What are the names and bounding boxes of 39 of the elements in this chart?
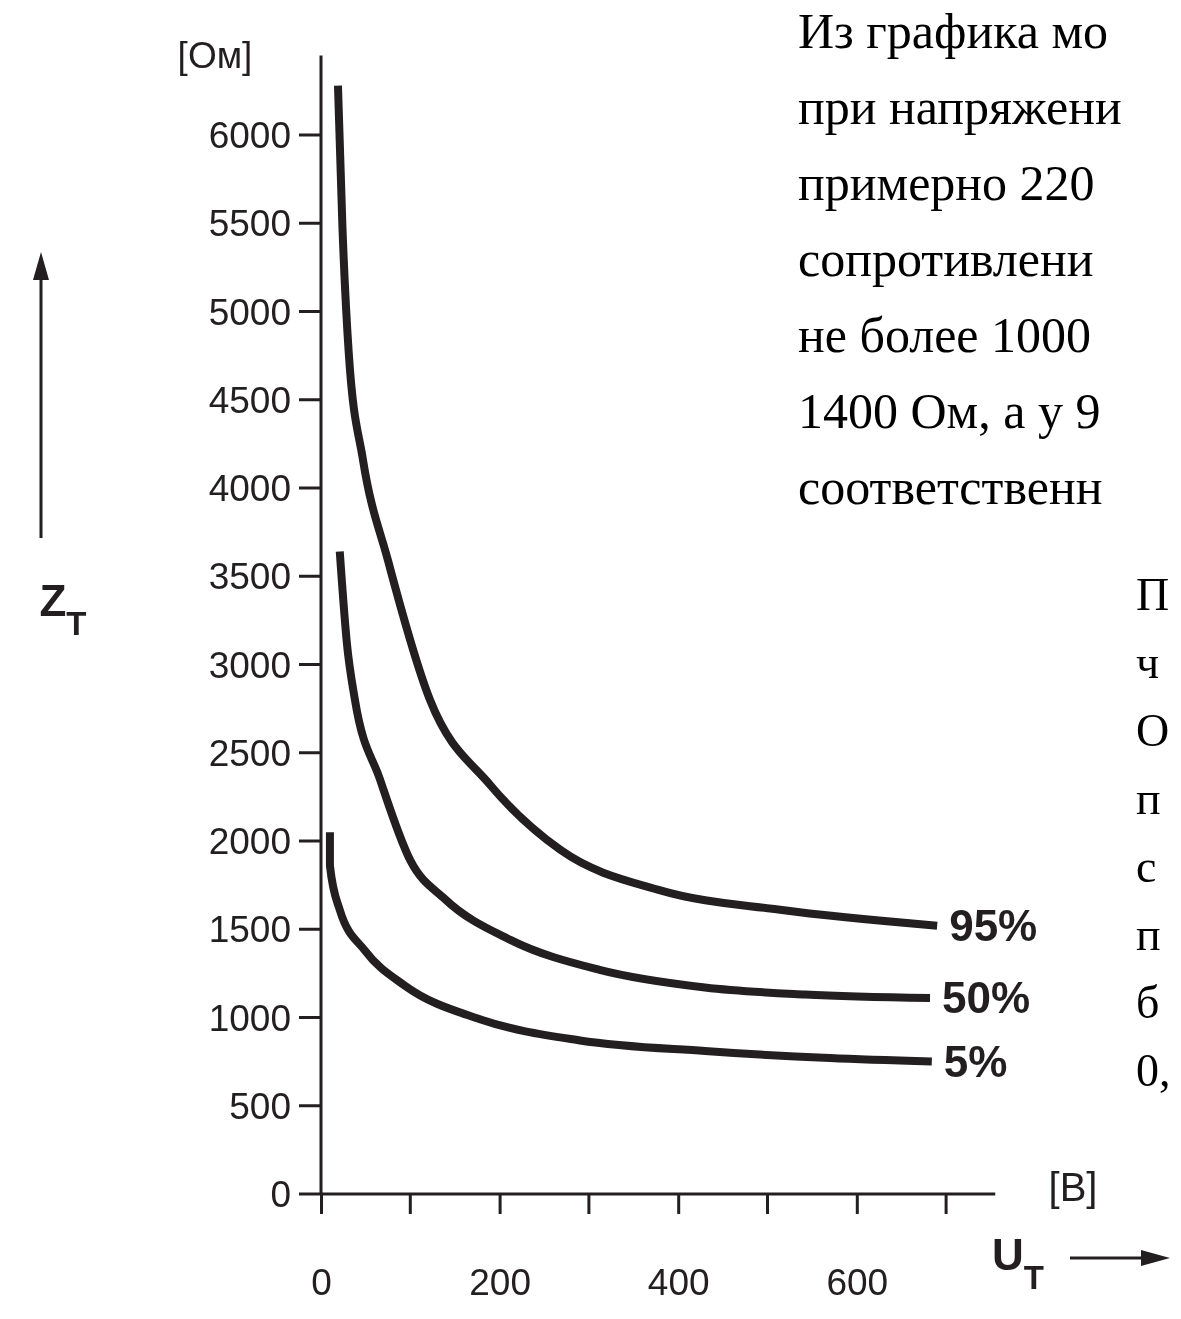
series-label: 5% <box>943 1036 1008 1086</box>
text: п <box>1136 909 1161 960</box>
y-tick-label: 1500 <box>208 909 291 951</box>
series-label: 50% <box>942 973 1031 1023</box>
text: п <box>1136 773 1161 824</box>
y-tick-label: 500 <box>229 1085 291 1127</box>
y-tick-label: 3000 <box>208 644 291 686</box>
text: П <box>1136 569 1170 620</box>
y-tick-label: 6000 <box>208 115 291 156</box>
text: с <box>1136 841 1157 892</box>
x-axis-title: U$_{T}$ <box>992 1230 1044 1296</box>
text: О <box>1136 705 1170 756</box>
y-tick-label: 3500 <box>208 556 291 598</box>
y-tick-label: 4500 <box>208 379 291 421</box>
x-tick-label: 0 <box>311 1262 332 1304</box>
y-tick-label: 2000 <box>208 821 291 862</box>
text: б <box>1136 977 1160 1028</box>
annotation: примерно 220 <box>798 155 1095 211</box>
annotation: 1400 Ом, а у 9 <box>798 383 1101 439</box>
text: 0, <box>1136 1045 1171 1096</box>
x-tick-label: 200 <box>469 1262 531 1304</box>
y-tick-label: 5000 <box>208 291 291 333</box>
annotation: Из графика мо <box>798 3 1109 59</box>
annotation: при напряжени <box>798 79 1122 135</box>
x-tick-label: 400 <box>647 1262 710 1304</box>
x-tick-label: 600 <box>826 1262 889 1304</box>
annotation: сопротивлени <box>798 231 1094 287</box>
series-label: 95% <box>949 900 1038 950</box>
annotation: не более 1000 <box>798 307 1092 363</box>
y-tick-label: 2500 <box>208 732 291 774</box>
annotation: соответственн <box>798 459 1103 515</box>
y-tick-label: 0 <box>270 1174 291 1215</box>
y-tick-label: 4000 <box>208 468 291 509</box>
text: ч <box>1136 637 1160 688</box>
y-tick-label: 1000 <box>208 997 291 1039</box>
text: [В] <box>1048 1165 1098 1209</box>
text: [Ом] <box>177 35 253 76</box>
y-tick-label: 5500 <box>208 203 291 245</box>
y-axis-title: Z$_{T}$ <box>39 576 87 642</box>
